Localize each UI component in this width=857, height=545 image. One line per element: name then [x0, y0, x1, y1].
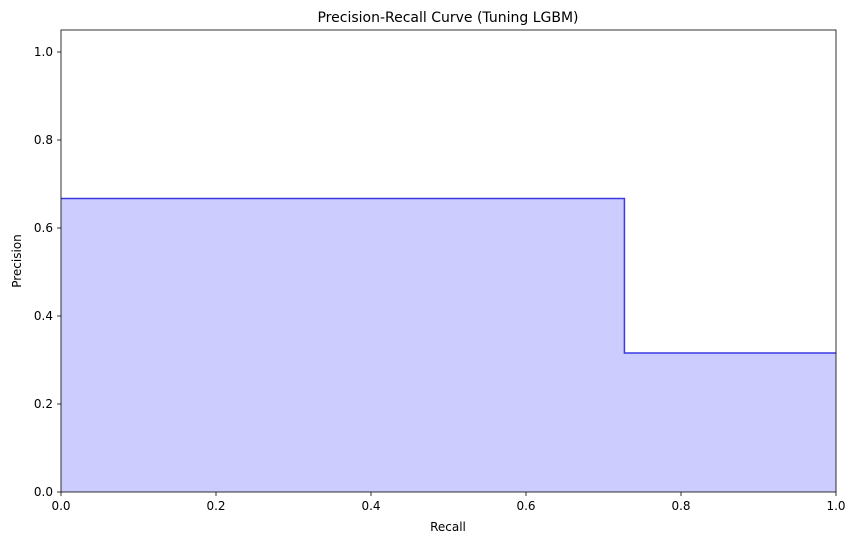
- y-tick-label: 0.6: [34, 221, 53, 235]
- y-tick-label: 0.0: [34, 485, 53, 499]
- plot-frame: [60, 29, 837, 493]
- y-tick-label: 0.2: [34, 397, 53, 411]
- x-axis: 0.0 0.2 0.4 0.6 0.8 1.0: [51, 492, 846, 513]
- y-axis-label: Precision: [10, 234, 24, 288]
- x-tick-label: 0.0: [51, 499, 70, 513]
- y-tick-label: 1.0: [34, 45, 53, 59]
- x-axis-label: Recall: [430, 520, 466, 534]
- x-tick-label: 0.8: [671, 499, 690, 513]
- y-axis: 0.0 0.2 0.4 0.6 0.8 1.0: [34, 45, 61, 499]
- x-tick-label: 0.4: [361, 499, 380, 513]
- x-tick-label: 0.6: [516, 499, 535, 513]
- y-tick-label: 0.8: [34, 133, 53, 147]
- y-tick-label: 0.4: [34, 309, 53, 323]
- x-tick-label: 0.2: [206, 499, 225, 513]
- plot-area: [61, 197, 836, 492]
- pr-area-fill: [61, 198, 836, 492]
- x-tick-label: 1.0: [826, 499, 845, 513]
- pr-step-line: [61, 197, 836, 354]
- chart-title: Precision-Recall Curve (Tuning LGBM): [317, 10, 578, 26]
